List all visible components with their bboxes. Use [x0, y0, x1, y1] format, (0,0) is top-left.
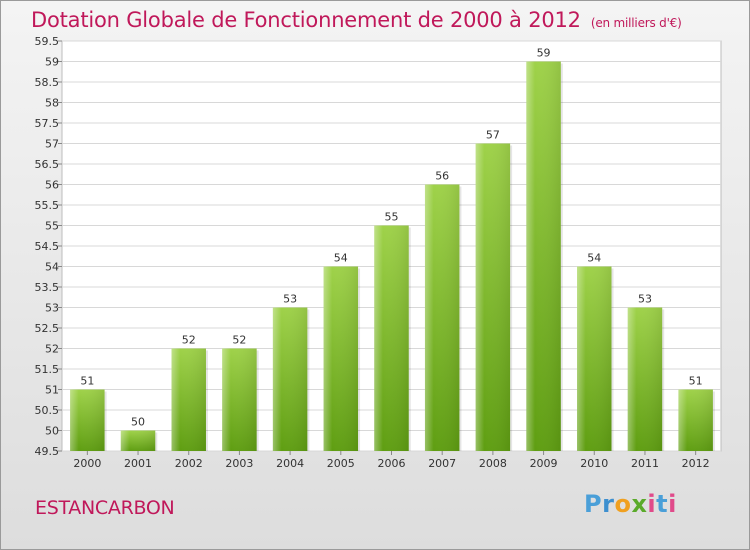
y-tick-label: 55.5	[35, 199, 60, 212]
bar-highlight	[374, 225, 409, 451]
value-label: 51	[80, 375, 94, 388]
bar-highlight	[577, 266, 612, 451]
y-tick-label: 58	[45, 97, 59, 110]
value-label: 53	[283, 293, 297, 306]
bar-highlight	[627, 307, 663, 451]
y-tick-label: 54.5	[35, 240, 60, 253]
y-tick-label: 51.5	[35, 363, 60, 376]
y-tick-label: 56	[45, 179, 59, 192]
chart-title: Dotation Globale de Fonctionnement de 20…	[31, 8, 682, 32]
y-tick-label: 55	[45, 220, 59, 233]
y-tick-label: 53	[45, 302, 59, 315]
bar-highlight	[272, 307, 308, 451]
y-tick-label: 59.5	[35, 35, 60, 48]
bar-highlight	[171, 348, 206, 451]
x-tick-label: 2010	[580, 457, 608, 470]
x-tick-label: 2012	[682, 457, 710, 470]
x-tick-label: 2004	[276, 457, 304, 470]
commune-name: ESTANCARBON	[35, 497, 175, 519]
y-tick-label: 52	[45, 343, 59, 356]
value-label: 57	[486, 129, 500, 142]
bar-highlight	[120, 430, 156, 451]
y-tick-label: 50.5	[35, 404, 60, 417]
bars	[70, 61, 715, 451]
y-tick-label: 53.5	[35, 281, 60, 294]
value-label: 50	[131, 416, 145, 429]
bar-highlight	[70, 389, 105, 451]
x-tick-label: 2006	[378, 457, 406, 470]
x-tick-label: 2000	[73, 457, 101, 470]
x-tick-label: 2001	[124, 457, 152, 470]
x-tick-label: 2003	[225, 457, 253, 470]
bar-highlight	[222, 348, 257, 451]
y-axis: 49.5 50 50.5 51 51.5 52 52.5 53 53.5 54 54.5 55 55.5…	[35, 35, 62, 458]
x-tick-label: 2002	[175, 457, 203, 470]
y-tick-label: 54	[45, 261, 59, 274]
y-tick-label: 52.5	[35, 322, 60, 335]
value-label: 51	[689, 375, 703, 388]
y-tick-label: 50	[45, 425, 59, 438]
value-label: 52	[232, 334, 246, 347]
x-axis: 2000 2001 2002 2003 2004 2005 2006 2007 2008 2009…	[73, 451, 710, 470]
bar-highlight	[475, 143, 511, 451]
x-tick-label: 2009	[530, 457, 558, 470]
chart-title-text: Dotation Globale de Fonctionnement de 20…	[31, 8, 581, 32]
value-label: 59	[537, 47, 551, 60]
x-tick-label: 2005	[327, 457, 355, 470]
chart-unit-label: (en milliers d'€)	[590, 16, 682, 30]
y-tick-label: 58.5	[35, 76, 60, 89]
x-tick-label: 2007	[428, 457, 456, 470]
value-label: 54	[587, 252, 601, 265]
bar-highlight	[526, 61, 561, 451]
y-tick-label: 49.5	[35, 445, 60, 458]
y-tick-label: 51	[45, 384, 59, 397]
bar-highlight	[678, 389, 713, 451]
value-label: 56	[435, 170, 449, 183]
y-tick-label: 57.5	[35, 117, 60, 130]
value-label: 55	[385, 211, 399, 224]
value-labels: 51 50 52 52 53 54 55 56 57 59 54 53 51	[80, 47, 702, 429]
y-tick-label: 56.5	[35, 158, 60, 171]
y-tick-label: 57	[45, 138, 59, 151]
value-label: 52	[182, 334, 196, 347]
value-label: 54	[334, 252, 348, 265]
y-tick-label: 59	[45, 56, 59, 69]
bar-highlight	[424, 184, 460, 451]
proxiti-logo[interactable]: Proxiti	[584, 490, 677, 518]
x-tick-label: 2008	[479, 457, 507, 470]
value-label: 53	[638, 293, 652, 306]
x-tick-label: 2011	[631, 457, 659, 470]
bar-highlight	[323, 266, 359, 451]
